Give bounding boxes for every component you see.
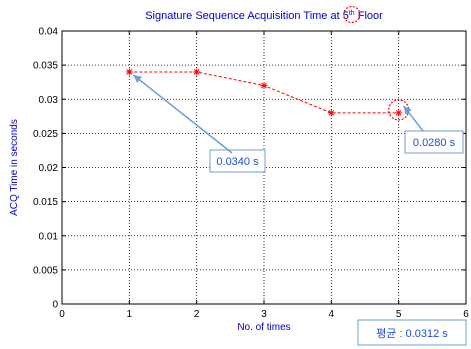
- data-point: [327, 109, 335, 117]
- x-axis-label: No. of times: [237, 322, 290, 333]
- axis-ticks: 0 1 2 3 4 5 6 0 0.005 0.01 0.015 0.02 0.025 0.03 0.035…: [33, 27, 469, 321]
- x-tick-label: 6: [463, 309, 469, 320]
- y-tick-label: 0.04: [39, 27, 59, 38]
- data-point: [193, 68, 201, 76]
- x-tick-label: 0: [59, 309, 65, 320]
- data-point-stroke: [261, 82, 267, 89]
- y-tick-label: 0.02: [39, 163, 59, 174]
- data-point-stroke: [328, 110, 335, 116]
- y-tick-label: 0.005: [33, 265, 58, 276]
- annotation-arrow-1-head: [133, 74, 143, 84]
- y-tick-label: 0: [52, 300, 58, 311]
- average-box: [357, 319, 467, 346]
- data-point-stroke: [395, 110, 402, 116]
- x-tick-label: 4: [329, 309, 335, 320]
- y-axis-label: ACQ Time in seconds: [9, 119, 20, 216]
- y-tick-label: 0.015: [33, 197, 58, 208]
- annotation-label-1: 0.0340 s: [216, 156, 259, 168]
- y-tick-label: 0.025: [33, 129, 58, 140]
- chart-title: Signature Sequence Acquisition Time at 5…: [145, 10, 383, 22]
- annotation-label-2: 0.0280 s: [413, 137, 456, 149]
- x-tick-label: 5: [396, 309, 402, 320]
- annotation-box-2: [404, 130, 464, 154]
- chart-title-suffix: Floor: [355, 10, 383, 22]
- grid: [62, 31, 466, 304]
- annotation-box-1: [209, 149, 266, 173]
- annotation-arrow-2-head: [403, 105, 412, 115]
- y-tick-label: 0.01: [39, 231, 59, 242]
- x-tick-label: 1: [127, 309, 133, 320]
- y-tick-label: 0.03: [39, 95, 59, 106]
- average-label: 평균 : 0.0312 s: [376, 327, 448, 340]
- data-point: [395, 109, 403, 117]
- data-point: [260, 82, 268, 90]
- data-point: [125, 68, 133, 76]
- title-highlight-circle: [343, 5, 361, 24]
- chart-title-superscript: th: [349, 10, 355, 17]
- x-tick-label: 3: [261, 309, 267, 320]
- data-point-stroke: [193, 69, 200, 75]
- data-point-stroke: [126, 69, 133, 75]
- annotation-arrow-1: [132, 74, 233, 154]
- y-tick-label: 0.035: [33, 61, 58, 72]
- chart-title-main: Signature Sequence Acquisition Time at 5: [145, 10, 349, 22]
- annotations: 0.0340 s 0.0280 s: [132, 5, 464, 173]
- series: [125, 68, 403, 117]
- x-tick-label: 2: [194, 309, 200, 320]
